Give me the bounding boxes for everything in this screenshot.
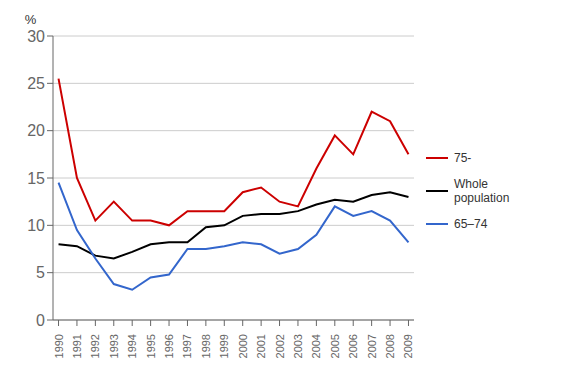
svg-text:1990: 1990	[53, 334, 65, 358]
html-text:65–74: 65–74	[454, 216, 488, 231]
svg-text:2008: 2008	[384, 334, 396, 358]
html-text:75-: 75-	[454, 150, 472, 165]
svg-text:30: 30	[27, 28, 45, 45]
svg-text:1991: 1991	[71, 334, 83, 358]
svg-text:2002: 2002	[274, 334, 286, 358]
svg-text:1994: 1994	[126, 334, 138, 358]
svg-text:2001: 2001	[255, 334, 267, 358]
svg-text:20: 20	[27, 122, 45, 139]
svg-text:2004: 2004	[310, 334, 322, 358]
svg-text:2009: 2009	[402, 334, 414, 358]
html-text:Whole population: Whole population	[454, 176, 510, 205]
svg-text:1993: 1993	[108, 334, 120, 358]
svg-text:1998: 1998	[200, 334, 212, 358]
svg-text:1996: 1996	[163, 334, 175, 358]
svg-text:2003: 2003	[292, 334, 304, 358]
svg-text:%: %	[25, 12, 37, 27]
svg-text:5: 5	[36, 264, 45, 281]
svg-text:1995: 1995	[145, 334, 157, 358]
svg-text:1997: 1997	[181, 334, 193, 358]
svg-text:10: 10	[27, 217, 45, 234]
svg-text:1999: 1999	[218, 334, 230, 358]
svg-text:2000: 2000	[237, 334, 249, 358]
svg-text:1992: 1992	[89, 334, 101, 358]
svg-text:2007: 2007	[366, 334, 378, 358]
svg-text:25: 25	[27, 75, 45, 92]
svg-text:2005: 2005	[329, 334, 341, 358]
svg-text:15: 15	[27, 170, 45, 187]
svg-text:0: 0	[36, 312, 45, 329]
svg-text:2006: 2006	[347, 334, 359, 358]
